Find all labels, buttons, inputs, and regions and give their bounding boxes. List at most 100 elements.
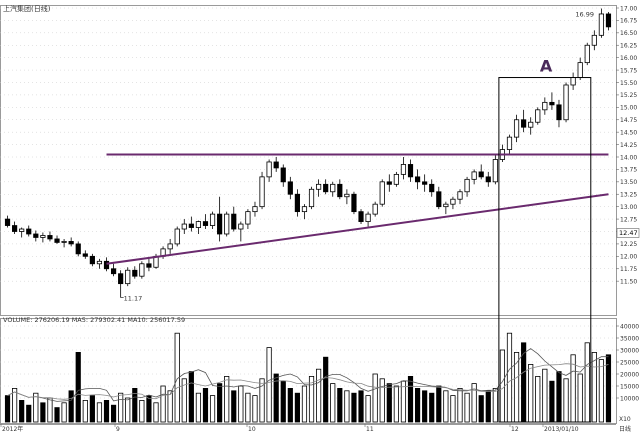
candle-body	[40, 235, 46, 238]
volume-bar	[125, 397, 131, 423]
candle-body	[54, 238, 60, 243]
pattern-box-a	[498, 77, 592, 423]
volume-bar	[528, 363, 534, 423]
candle-body	[372, 203, 378, 215]
pattern-box-frame	[498, 77, 592, 423]
price-tick-label: 17.00	[620, 5, 637, 12]
volume-bar	[386, 383, 392, 423]
volume-bar	[549, 380, 555, 423]
volume-bar	[563, 378, 569, 423]
candle-body	[365, 213, 371, 222]
candle-body	[294, 193, 300, 213]
volume-bar	[146, 395, 152, 423]
candle-body	[436, 191, 442, 208]
volume-bar	[238, 385, 244, 423]
volume-bar	[492, 387, 498, 423]
candle-body	[521, 119, 527, 128]
candle-body	[202, 221, 209, 226]
volume-bar	[61, 402, 67, 423]
volume-bar	[75, 351, 81, 423]
candle-body	[337, 183, 343, 198]
volume-bar	[4, 395, 11, 423]
volume-bar	[471, 383, 477, 423]
candle-body	[19, 228, 25, 232]
candle-body	[344, 193, 350, 198]
candle-body	[598, 13, 604, 36]
volume-bar	[209, 395, 216, 423]
candle-body	[188, 223, 194, 228]
candle-body	[75, 243, 81, 255]
candle-body	[563, 84, 569, 121]
volume-header-label: VOLUME: 276206.19 MA5: 279302.41 MA10: 2…	[3, 316, 185, 324]
volume-bar	[351, 392, 357, 423]
candle-body	[146, 263, 152, 268]
price-tick-label: 15.00	[620, 105, 637, 112]
candle-body	[485, 176, 491, 183]
candle-body	[89, 255, 95, 265]
candle-body	[330, 183, 336, 193]
candle-body	[351, 193, 357, 213]
volume-bar	[167, 390, 173, 423]
volume-tick-label: 30000	[620, 347, 639, 354]
volume-bar	[294, 392, 300, 423]
candle-body	[549, 101, 555, 106]
price-tick-label: 16.75	[620, 18, 637, 25]
price-tick-label: 16.00	[620, 55, 637, 62]
candle-body	[605, 13, 612, 28]
candle-body	[287, 181, 293, 195]
volume-bar	[605, 354, 612, 423]
candle-body	[464, 178, 470, 193]
volume-bar	[89, 395, 95, 423]
price-tick-label: 11.75	[620, 266, 637, 273]
candle-body	[407, 164, 414, 178]
candle-body	[513, 119, 520, 138]
last-price-badge	[616, 228, 640, 238]
date-tick-label: 9	[116, 426, 120, 433]
volume-bar	[96, 402, 103, 423]
volume-bar	[188, 371, 194, 423]
volume-bar	[358, 390, 364, 423]
volume-bar	[556, 371, 562, 423]
candle-body	[33, 233, 39, 238]
candle-body	[273, 161, 279, 169]
volume-gridlines	[0, 325, 616, 399]
volume-y-axis: 10000 15000 20000 25000 30000 35000 40000	[616, 323, 639, 402]
trendlines	[106, 153, 609, 265]
volume-bar	[584, 342, 590, 423]
volume-bar	[231, 390, 237, 423]
candle-body	[414, 176, 421, 183]
candle-body	[47, 235, 53, 240]
candle-body	[224, 213, 230, 235]
candle-body	[570, 77, 576, 86]
volume-bar	[316, 368, 322, 423]
volume-bar	[414, 387, 421, 423]
volume-bar	[365, 395, 371, 423]
price-tick-label: 13.75	[620, 167, 637, 174]
volume-bar	[457, 387, 463, 423]
volume-bar	[330, 383, 336, 423]
candle-body	[542, 101, 548, 111]
volume-bar	[542, 368, 548, 423]
candle-body	[492, 159, 498, 183]
volume-bar	[280, 380, 286, 423]
candle-body	[301, 206, 308, 213]
volume-tick-label: 15000	[620, 383, 639, 390]
date-tick-label: 10	[248, 426, 256, 433]
last-price-value: 12.47	[619, 229, 638, 237]
volume-bar	[118, 392, 124, 423]
candle-body	[103, 260, 110, 270]
volume-bar	[499, 349, 506, 423]
candle-body	[316, 183, 322, 190]
period-unit-label: 日线	[619, 425, 631, 433]
volume-bar	[47, 397, 53, 423]
volume-bar	[33, 392, 39, 423]
volume-bar	[591, 351, 597, 423]
volume-tick-label: 20000	[620, 371, 639, 378]
volume-bar	[287, 387, 293, 423]
candle-body	[280, 167, 286, 183]
volume-bar	[132, 387, 138, 423]
volume-bar	[139, 399, 145, 423]
price-tick-label: 15.25	[620, 92, 637, 99]
low-price-label: 11.17	[124, 295, 143, 303]
